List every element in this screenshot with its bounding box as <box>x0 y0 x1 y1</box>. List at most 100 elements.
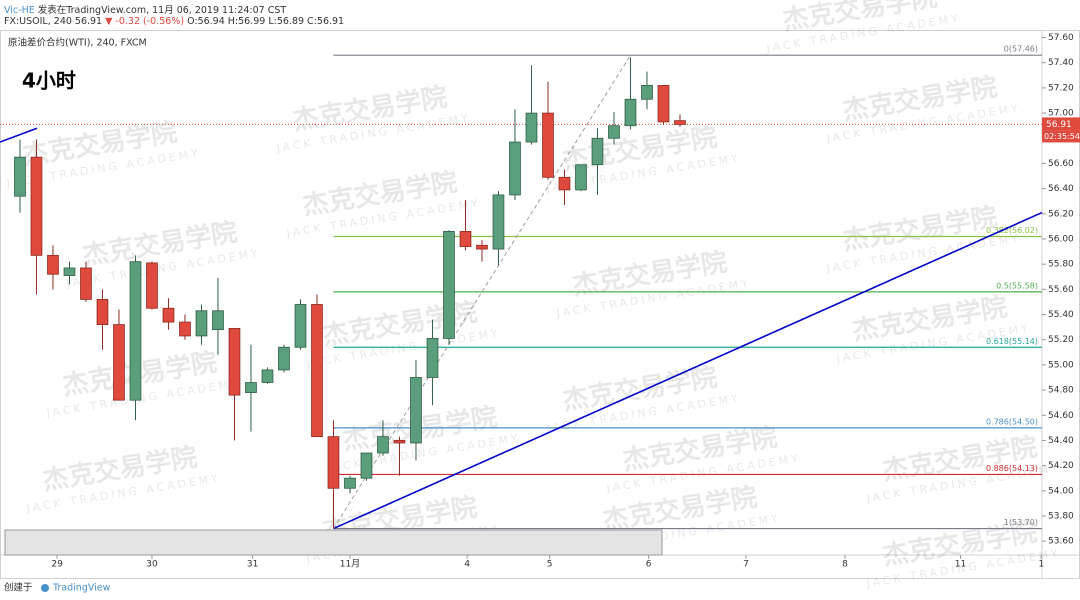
y-tick-label: 53.60 <box>1048 537 1074 547</box>
candle-body <box>162 307 175 323</box>
fib-label: 0.382(56.02) <box>986 226 1038 235</box>
candle-body <box>410 377 422 444</box>
candle-body <box>459 231 472 247</box>
candle-body <box>443 231 455 339</box>
candle-body <box>377 436 389 454</box>
footer-created: 创建于 <box>4 582 33 594</box>
x-tick-label: 1 <box>1038 560 1044 570</box>
candle-body <box>575 164 587 191</box>
header-line: Vic-HE 发表在TradingView.com, 11月 06, 2019 1… <box>4 2 289 16</box>
ohlc: O:56.94 H:56.99 L:56.89 C:56.91 <box>187 16 345 27</box>
candle-body <box>245 382 257 393</box>
y-tick-label: 53.80 <box>1048 511 1074 521</box>
candle-body <box>426 338 439 378</box>
candle-body <box>509 141 521 196</box>
candle-body <box>212 310 224 331</box>
candle-body <box>344 477 356 489</box>
quote-line: FX:USOIL, 240 56.91 ▼ -0.32 (-0.56%) O:56.9… <box>4 16 347 27</box>
candle-body <box>80 267 92 300</box>
footer-brand[interactable]: TradingView <box>52 583 111 594</box>
candle-body <box>261 369 274 383</box>
candle-body <box>14 156 26 197</box>
candle-body <box>558 176 571 191</box>
countdown: 02:35:54 <box>1044 132 1080 141</box>
candle-body <box>228 327 241 396</box>
author[interactable]: Vic-HE <box>4 5 35 16</box>
last-price: 56.91 <box>74 16 103 27</box>
y-tick-label: 55.60 <box>1048 285 1074 295</box>
countdown-bg <box>1042 130 1080 143</box>
candle-body <box>641 84 653 100</box>
candle-body <box>113 324 125 401</box>
x-tick-label: 5 <box>547 560 553 570</box>
x-tick-label: 11月 <box>340 559 360 570</box>
candle-body <box>294 304 307 348</box>
y-tick-label: 54.20 <box>1048 461 1074 471</box>
chart-title: 原油差价合约(WTI), 240, FXCM <box>8 37 147 49</box>
price-label: 56.91 <box>1046 120 1072 130</box>
x-tick-label: 4 <box>464 560 470 570</box>
y-tick-label: 56.00 <box>1048 234 1074 244</box>
candle-body <box>63 267 76 276</box>
y-tick-label: 54.00 <box>1048 486 1074 496</box>
range-box <box>4 529 663 556</box>
y-tick-label: 54.40 <box>1048 436 1074 446</box>
candle-body <box>624 98 637 127</box>
candle-body <box>657 84 670 123</box>
y-tick-label: 55.40 <box>1048 310 1074 320</box>
candle-body <box>476 244 488 250</box>
candle-body <box>30 156 43 256</box>
x-tick-label: 30 <box>146 560 158 570</box>
candle-body <box>327 436 340 489</box>
fib-label: 0.786(54.50) <box>986 417 1038 426</box>
trendline <box>0 127 38 143</box>
change: ▼ -0.32 (-0.56%) <box>105 16 185 27</box>
candle-body <box>542 112 554 178</box>
candle-body <box>96 299 109 326</box>
candle-body <box>393 440 406 444</box>
fib-label: 0.5(55.58) <box>996 281 1038 290</box>
y-tick-label: 57.60 <box>1048 33 1074 43</box>
candle-body <box>129 261 142 401</box>
y-tick-label: 55.00 <box>1048 360 1074 370</box>
candle-body <box>47 254 59 275</box>
fib-label: 1(53.70) <box>1004 518 1038 527</box>
candle-body <box>179 321 191 337</box>
annotation: 4小时 <box>22 69 76 93</box>
y-tick-label: 55.20 <box>1048 335 1074 345</box>
candle-body <box>195 310 208 337</box>
x-tick-label: 8 <box>842 560 848 570</box>
candle-body <box>311 304 323 438</box>
candle-body <box>146 262 158 309</box>
y-tick-label: 56.20 <box>1048 209 1074 219</box>
fib-label: 0.886(54.13) <box>986 464 1038 473</box>
candle-body <box>278 346 290 371</box>
candle-body <box>608 125 620 139</box>
y-tick-label: 54.80 <box>1048 386 1074 396</box>
x-tick-label: 29 <box>51 560 63 570</box>
trendline <box>333 211 1043 530</box>
y-tick-label: 56.40 <box>1048 184 1074 194</box>
candle-body <box>360 452 373 479</box>
fib-label: 0(57.46) <box>1004 45 1038 54</box>
price-label-bg <box>1042 117 1080 131</box>
candle-body <box>492 194 505 250</box>
published: 发表在TradingView.com, 11月 06, 2019 11:24:0… <box>37 5 287 16</box>
y-tick-label: 55.80 <box>1048 260 1074 270</box>
legend-bg <box>5 34 148 50</box>
fib-label: 0.618(55.14) <box>986 337 1038 346</box>
x-tick-label: 11 <box>955 560 966 570</box>
y-tick-label: 57.00 <box>1048 109 1074 119</box>
